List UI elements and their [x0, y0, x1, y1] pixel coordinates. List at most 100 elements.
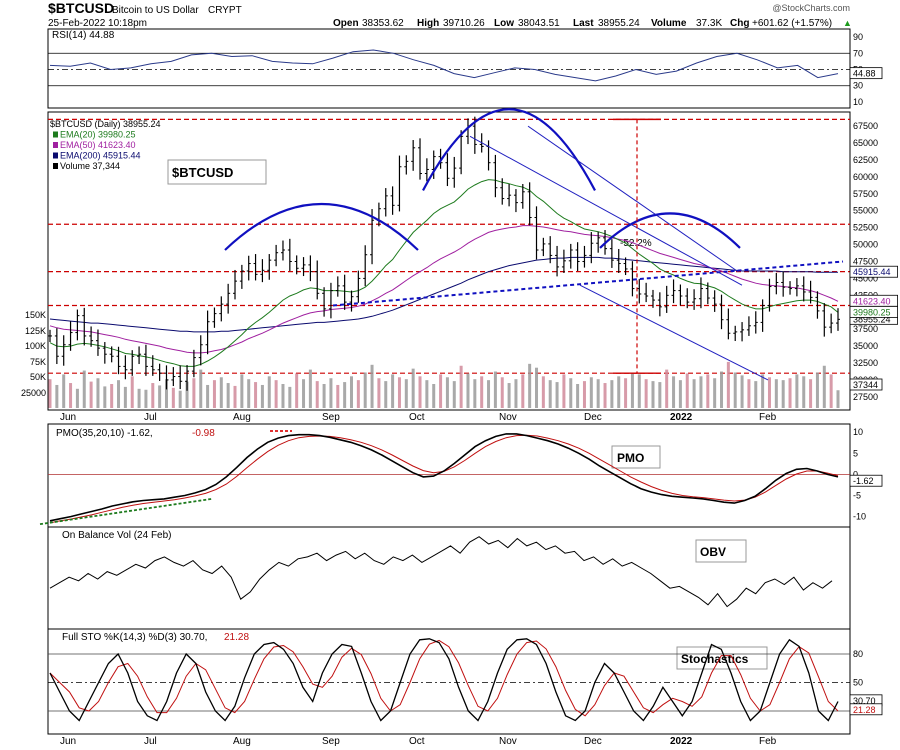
volume-bar: [452, 381, 456, 408]
volume-bar: [219, 377, 223, 408]
price-tick-60000: 60000: [853, 172, 878, 182]
rounded-top-arc-2: [422, 108, 596, 191]
volume-bar: [308, 369, 312, 408]
volume-bar: [706, 374, 710, 408]
volume-bar: [596, 379, 600, 408]
volume-bar: [713, 378, 717, 408]
volume-bar: [569, 378, 573, 408]
sto-label: Full STO %K(14,3) %D(3) 30.70,: [62, 632, 207, 643]
price-tick-27500: 27500: [853, 392, 878, 402]
pmo-line: [49, 433, 839, 522]
volume-bar: [747, 379, 751, 408]
open-label: Open: [333, 18, 359, 29]
volume-bar: [726, 361, 730, 408]
volume-bar: [158, 385, 162, 408]
volume-bar: [493, 371, 497, 408]
price-tick-57500: 57500: [853, 189, 878, 199]
rising-trendline: [332, 260, 844, 307]
volume-bar: [500, 377, 504, 408]
volume-bar: [302, 379, 306, 408]
month-label-4: Oct: [409, 736, 425, 747]
volume-bar: [795, 374, 799, 408]
sto-panel: [47, 628, 851, 735]
month-label-8: Feb: [759, 736, 777, 747]
volume-bar: [363, 372, 367, 408]
volume-bar: [267, 376, 271, 408]
low-label: Low: [494, 18, 514, 29]
ema200-badge: 45915.44: [853, 267, 891, 277]
volume-bar: [55, 384, 59, 408]
volume-bar: [425, 380, 429, 408]
sto-box-label: Stochastics: [681, 652, 749, 666]
volume-bar: [562, 374, 566, 408]
volume-bar: [404, 379, 408, 408]
obv-box-label: OBV: [700, 545, 726, 559]
chg-up-arrow-icon: ▲: [843, 18, 852, 28]
volume-bar: [69, 383, 73, 408]
pmo-panel: [47, 423, 851, 528]
volume-badge: 37344: [853, 380, 878, 390]
ema20-badge-box: [849, 305, 898, 318]
price-tick-32500: 32500: [853, 358, 878, 368]
volume-bar: [439, 374, 443, 408]
volume-bar: [164, 379, 168, 408]
volume-bar: [829, 374, 833, 408]
volume-bar: [487, 380, 491, 408]
ema20-line: [49, 179, 839, 367]
volume-bar: [281, 384, 285, 408]
volume-bar: [123, 386, 127, 408]
month-label-mid-7: 2022: [670, 412, 693, 423]
volume-bar: [802, 376, 806, 408]
volume-bar: [356, 380, 360, 408]
high-value: 39710.26: [443, 18, 485, 29]
ema200-line: [49, 256, 839, 333]
sto-box: [676, 646, 768, 670]
volume-bar: [75, 388, 79, 408]
volume-bar: [576, 384, 580, 408]
month-label-mid-1: Jul: [144, 412, 157, 423]
obv-line: [49, 536, 833, 608]
volume-bar: [528, 363, 532, 408]
pmo-signal-label: -0.98: [192, 428, 215, 439]
rsi-tick-10: 10: [853, 97, 863, 107]
sto-signal-label: 21.28: [224, 632, 249, 643]
volume-bar: [651, 381, 655, 408]
month-label-mid-2: Aug: [233, 412, 251, 423]
volume-bar: [377, 378, 381, 408]
volume-bar: [384, 381, 388, 408]
volume-bar: [624, 378, 628, 408]
month-label-mid-8: Feb: [759, 412, 777, 423]
volume-bar: [630, 373, 634, 408]
volume-bar: [692, 379, 696, 408]
volume-bar: [432, 384, 436, 408]
pmo-tick-2: 0: [853, 469, 858, 479]
chart-marks: Jun Jun Jul Jul Aug Aug Sep Sep Oct Oct Nov Nov Dec D…: [21, 32, 898, 747]
volume-bar: [178, 390, 182, 408]
volume-bar: [480, 376, 484, 408]
volume-bar: [740, 375, 744, 408]
volume-label: Volume: [651, 18, 687, 29]
volume-bar: [288, 386, 292, 408]
volume-bar: [822, 365, 826, 408]
sto-k-line: [49, 638, 839, 722]
ema50-badge: 41623.40: [853, 296, 891, 306]
volume-bar: [781, 380, 785, 408]
volume-bar: [391, 374, 395, 408]
volume-value: 37.3K: [696, 18, 722, 29]
rounded-top-arc-1: [224, 202, 419, 251]
month-label-5: Nov: [499, 736, 517, 747]
legend-swatch-4: [53, 163, 58, 169]
volume-bar: [473, 379, 477, 408]
month-label-mid-5: Nov: [499, 412, 517, 423]
volume-bar: [665, 369, 669, 408]
volume-bar: [754, 381, 758, 408]
volume-bar: [548, 380, 552, 408]
volume-bar: [672, 376, 676, 408]
volume-bar: [582, 381, 586, 408]
symbol-title: $BTCUSD: [48, 0, 114, 16]
volume-bar: [233, 385, 237, 408]
month-label-1: Jul: [144, 736, 157, 747]
volume-bar: [466, 373, 470, 408]
ema20-badge: 39980.25: [853, 307, 891, 317]
